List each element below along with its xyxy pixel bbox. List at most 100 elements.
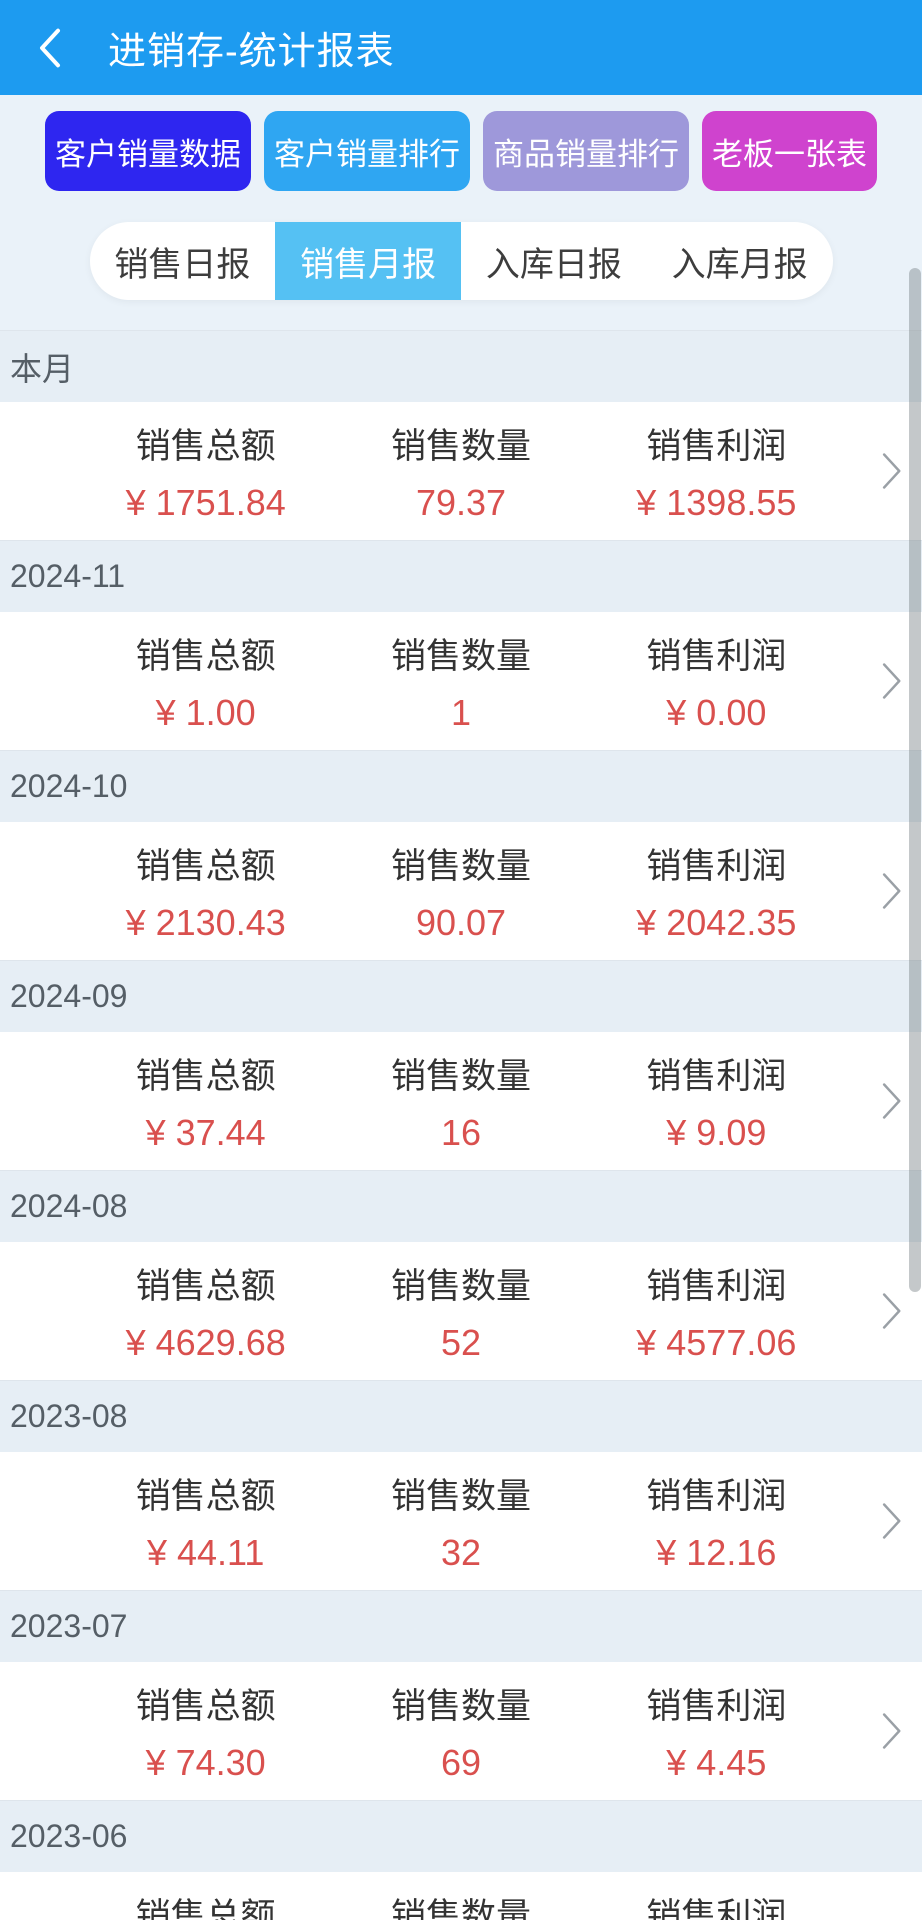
section-period: 2024-10 (0, 750, 922, 822)
cell-value: ¥ 4577.06 (636, 1322, 797, 1363)
cell-profit: 销售利润 ¥ 12.16 (589, 1476, 844, 1590)
column-label: 销售利润 (646, 1897, 787, 1920)
cell-value: 90.07 (415, 902, 507, 943)
column-label: 销售数量 (390, 637, 531, 676)
section-period: 2023-08 (0, 1380, 922, 1452)
cell-value: 79.37 (415, 482, 507, 523)
chevron-right-icon (872, 1709, 910, 1753)
cell-value: 32 (440, 1532, 482, 1573)
scrollbar[interactable] (909, 268, 921, 1292)
column-label: 销售数量 (390, 1897, 531, 1920)
cell-profit: 销售利润 ¥ 4577.06 (589, 1266, 844, 1380)
report-row[interactable]: 销售总额 ¥ 74.30 销售数量 69 销售利润 ¥ 4.45 (0, 1662, 922, 1800)
cell-value: 52 (440, 1322, 482, 1363)
page-title: 进销存-统计报表 (108, 31, 395, 73)
report-row[interactable]: 销售总额 ¥ 1.00 销售数量 1 销售利润 ¥ 0.00 (0, 612, 922, 750)
report-tab-bar: 销售日报 销售月报 入库日报 入库月报 (89, 222, 833, 300)
column-label: 销售总额 (135, 637, 276, 676)
column-label: 销售利润 (646, 1477, 787, 1516)
tab-inbound-daily[interactable]: 入库日报 (485, 245, 622, 284)
section-period: 2024-11 (0, 540, 922, 612)
quick-button-customer-sales-ranking[interactable]: 客户销量排行 (264, 111, 470, 191)
spacer (0, 300, 922, 330)
section-period: 2024-09 (0, 960, 922, 1032)
cell-value: ¥ 0.00 (666, 692, 767, 733)
column-label: 销售数量 (390, 1057, 531, 1096)
cell-value: ¥ 9.09 (666, 1112, 767, 1153)
cell-quantity: 销售数量 52 (333, 1266, 588, 1380)
cell-value: ¥ 1.00 (155, 692, 256, 733)
cell-value: 69 (440, 1742, 482, 1783)
cell-total: 销售总额 ¥ 74.30 (78, 1686, 333, 1800)
cell-profit: 销售利润 ¥ 9.09 (589, 1056, 844, 1170)
cell-total: 销售总额 ¥ 2130.43 (78, 846, 333, 960)
section-period: 2023-07 (0, 1590, 922, 1662)
cell-value: ¥ 4.45 (666, 1742, 767, 1783)
quick-button-boss-one-table[interactable]: 老板一张表 (702, 111, 877, 191)
report-row[interactable]: 销售总额 销售数量 销售利润 (0, 1872, 922, 1920)
cell-value: 1 (450, 692, 471, 733)
cell-value: ¥ 2042.35 (636, 902, 797, 943)
cell-profit: 销售利润 (589, 1896, 844, 1920)
tab-inbound-monthly[interactable]: 入库月报 (671, 245, 808, 284)
report-row[interactable]: 销售总额 ¥ 1751.84 销售数量 79.37 销售利润 ¥ 1398.55 (0, 402, 922, 540)
quick-button-customer-sales-data[interactable]: 客户销量数据 (45, 111, 251, 191)
chevron-right-icon (872, 1499, 910, 1543)
section-period: 2024-08 (0, 1170, 922, 1242)
column-label: 销售利润 (646, 637, 787, 676)
cell-value: ¥ 12.16 (656, 1532, 777, 1573)
tab-sales-daily[interactable]: 销售日报 (114, 245, 251, 284)
cell-quantity: 销售数量 69 (333, 1686, 588, 1800)
cell-value: ¥ 2130.43 (125, 902, 286, 943)
cell-profit: 销售利润 ¥ 4.45 (589, 1686, 844, 1800)
column-label: 销售总额 (135, 847, 276, 886)
cell-quantity: 销售数量 32 (333, 1476, 588, 1590)
cell-quantity: 销售数量 90.07 (333, 846, 588, 960)
column-label: 销售利润 (646, 427, 787, 466)
cell-value: ¥ 4629.68 (125, 1322, 286, 1363)
column-label: 销售总额 (135, 1477, 276, 1516)
cell-value: 16 (440, 1112, 482, 1153)
tab-sales-monthly[interactable]: 销售月报 (275, 222, 461, 300)
chevron-right-icon (872, 659, 910, 703)
column-label: 销售总额 (135, 1267, 276, 1306)
cell-quantity: 销售数量 1 (333, 636, 588, 750)
column-label: 销售总额 (135, 1897, 276, 1920)
report-row[interactable]: 销售总额 ¥ 4629.68 销售数量 52 销售利润 ¥ 4577.06 (0, 1242, 922, 1380)
cell-total: 销售总额 ¥ 1751.84 (78, 426, 333, 540)
report-row[interactable]: 销售总额 ¥ 44.11 销售数量 32 销售利润 ¥ 12.16 (0, 1452, 922, 1590)
column-label: 销售数量 (390, 847, 531, 886)
cell-value: ¥ 1751.84 (125, 482, 286, 523)
back-button[interactable] (34, 18, 78, 78)
column-label: 销售数量 (390, 427, 531, 466)
report-list: 本月 销售总额 ¥ 1751.84 销售数量 79.37 销售利润 ¥ 1398… (0, 330, 922, 1920)
cell-value: ¥ 37.44 (145, 1112, 266, 1153)
cell-profit: 销售利润 ¥ 2042.35 (589, 846, 844, 960)
column-label: 销售数量 (390, 1267, 531, 1306)
column-label: 销售数量 (390, 1477, 531, 1516)
report-section: 2024-09 销售总额 ¥ 37.44 销售数量 16 销售利润 ¥ 9.09 (0, 960, 922, 1170)
quick-buttons-row: 客户销量数据 客户销量排行 商品销量排行 老板一张表 (0, 111, 922, 191)
column-label: 销售数量 (390, 1687, 531, 1726)
column-label: 销售总额 (135, 1057, 276, 1096)
chevron-right-icon (872, 1079, 910, 1123)
report-section: 2023-07 销售总额 ¥ 74.30 销售数量 69 销售利润 ¥ 4.45 (0, 1590, 922, 1800)
cell-quantity: 销售数量 79.37 (333, 426, 588, 540)
quick-button-product-sales-ranking[interactable]: 商品销量排行 (483, 111, 689, 191)
cell-value: ¥ 1398.55 (636, 482, 797, 523)
chevron-left-icon (34, 26, 66, 70)
report-section: 2023-08 销售总额 ¥ 44.11 销售数量 32 销售利润 ¥ 12.1… (0, 1380, 922, 1590)
section-period: 2023-06 (0, 1800, 922, 1872)
report-row[interactable]: 销售总额 ¥ 37.44 销售数量 16 销售利润 ¥ 9.09 (0, 1032, 922, 1170)
cell-profit: 销售利润 ¥ 0.00 (589, 636, 844, 750)
report-row[interactable]: 销售总额 ¥ 2130.43 销售数量 90.07 销售利润 ¥ 2042.35 (0, 822, 922, 960)
report-section: 2024-08 销售总额 ¥ 4629.68 销售数量 52 销售利润 ¥ 45… (0, 1170, 922, 1380)
report-section: 2023-06 销售总额 销售数量 销售利润 (0, 1800, 922, 1920)
column-label: 销售总额 (135, 1687, 276, 1726)
column-label: 销售利润 (646, 1057, 787, 1096)
section-period: 本月 (0, 330, 922, 402)
column-label: 销售利润 (646, 847, 787, 886)
cell-value: ¥ 44.11 (146, 1532, 265, 1573)
cell-value: ¥ 74.30 (145, 1742, 266, 1783)
